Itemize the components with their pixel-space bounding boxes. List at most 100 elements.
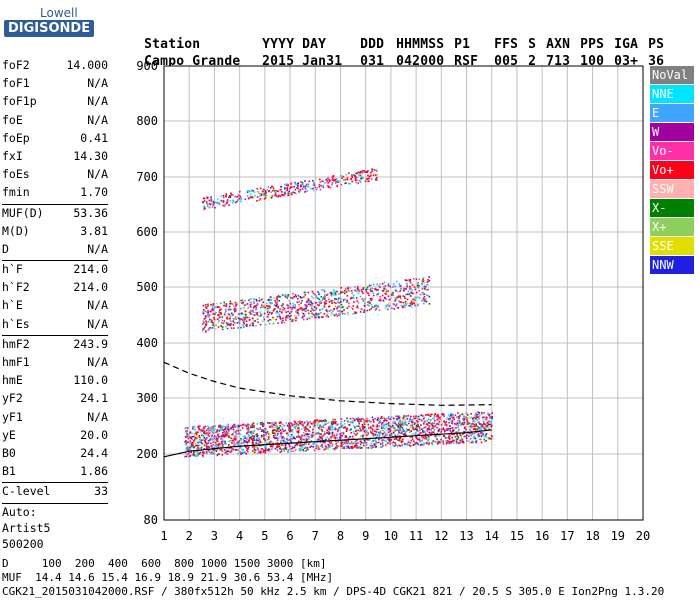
echo-point (470, 441, 473, 444)
echo-point (432, 427, 434, 429)
param-name: hmE (2, 373, 23, 388)
echo-point (336, 291, 338, 293)
echo-point (293, 296, 295, 298)
echo-point (383, 286, 385, 288)
echo-point (296, 431, 298, 433)
echo-point (357, 420, 359, 422)
echo-point (333, 294, 335, 296)
echo-point (218, 203, 221, 205)
echo-point (245, 317, 247, 320)
echo-point (480, 435, 483, 438)
header-value: 2 (528, 54, 537, 69)
echo-point (301, 438, 304, 440)
echo-point (312, 428, 314, 431)
echo-point (239, 433, 242, 436)
footer-distance-row: D 100 200 400 600 800 1000 1500 3000 [km… (2, 557, 327, 570)
echo-point (400, 297, 402, 300)
echo-point (306, 435, 309, 438)
echo-point (299, 421, 302, 424)
echo-point (322, 186, 325, 189)
echo-point (414, 417, 417, 419)
echo-point (450, 420, 452, 423)
echo-point (351, 308, 354, 310)
echo-point (408, 285, 411, 288)
echo-point (417, 418, 419, 420)
echo-point (252, 437, 255, 439)
echo-point (253, 439, 256, 441)
echo-point (323, 448, 326, 451)
param-value: N/A (87, 355, 108, 369)
echo-point (456, 438, 459, 441)
param-value: 20.0 (80, 427, 108, 442)
echo-point (472, 418, 474, 420)
echo-point (369, 297, 372, 300)
echo-point (423, 302, 425, 305)
echo-point (277, 296, 279, 298)
echo-point (222, 204, 225, 207)
echo-point (215, 438, 218, 441)
echo-point (280, 304, 283, 307)
echo-point (223, 301, 226, 304)
echo-point (353, 426, 356, 428)
echo-point (487, 412, 489, 415)
echo-point (334, 426, 336, 429)
echo-point (310, 436, 313, 439)
echo-point (227, 447, 230, 450)
echo-point (276, 448, 279, 451)
echo-point (231, 314, 233, 317)
echo-point (417, 284, 419, 287)
echo-point (453, 427, 455, 429)
echo-point (468, 428, 471, 431)
echo-point (304, 303, 306, 306)
echo-point (239, 301, 242, 303)
echo-point (223, 440, 225, 442)
echo-point (239, 429, 241, 431)
echo-point (397, 424, 399, 427)
echo-point (270, 197, 273, 199)
echo-point (205, 323, 207, 326)
echo-point (393, 444, 395, 447)
echo-point (341, 291, 344, 293)
echo-point (331, 428, 334, 431)
echo-point (188, 447, 191, 449)
echo-point (417, 282, 419, 284)
echo-point (336, 184, 339, 187)
echo-point (407, 440, 409, 442)
echo-point (246, 427, 248, 430)
echo-point (203, 437, 205, 440)
echo-point (282, 435, 284, 438)
echo-point (452, 439, 454, 442)
echo-point (377, 304, 379, 307)
param-value: 24.1 (80, 391, 108, 406)
echo-point (417, 303, 420, 305)
echo-point (184, 452, 187, 454)
echo-point (339, 309, 341, 312)
echo-point (331, 426, 334, 429)
echo-point (253, 314, 256, 316)
echo-point (204, 315, 207, 317)
profile-curve (163, 429, 492, 458)
echo-point (236, 303, 238, 305)
echo-point (392, 294, 394, 296)
echo-point (387, 290, 390, 292)
echo-point (336, 445, 338, 447)
y-tick-label: 200 (136, 447, 158, 461)
echo-point (200, 430, 202, 432)
echo-point (265, 194, 267, 197)
echo-point (310, 308, 313, 310)
echo-point (428, 438, 430, 440)
echo-point (236, 199, 239, 202)
echo-point (413, 440, 415, 443)
param-group-muf: MUF(D) 53.36 M(D) 3.81 D N/A (2, 206, 108, 261)
echo-point (202, 197, 205, 199)
echo-point (414, 297, 417, 299)
echo-point (388, 427, 391, 430)
echo-point (443, 435, 446, 437)
echo-point (387, 417, 389, 420)
echo-point (428, 295, 431, 298)
x-tick-label: 17 (560, 529, 574, 543)
echo-point (271, 448, 273, 450)
echo-point (324, 419, 326, 421)
echo-point (340, 432, 343, 434)
echo-point (240, 453, 242, 455)
